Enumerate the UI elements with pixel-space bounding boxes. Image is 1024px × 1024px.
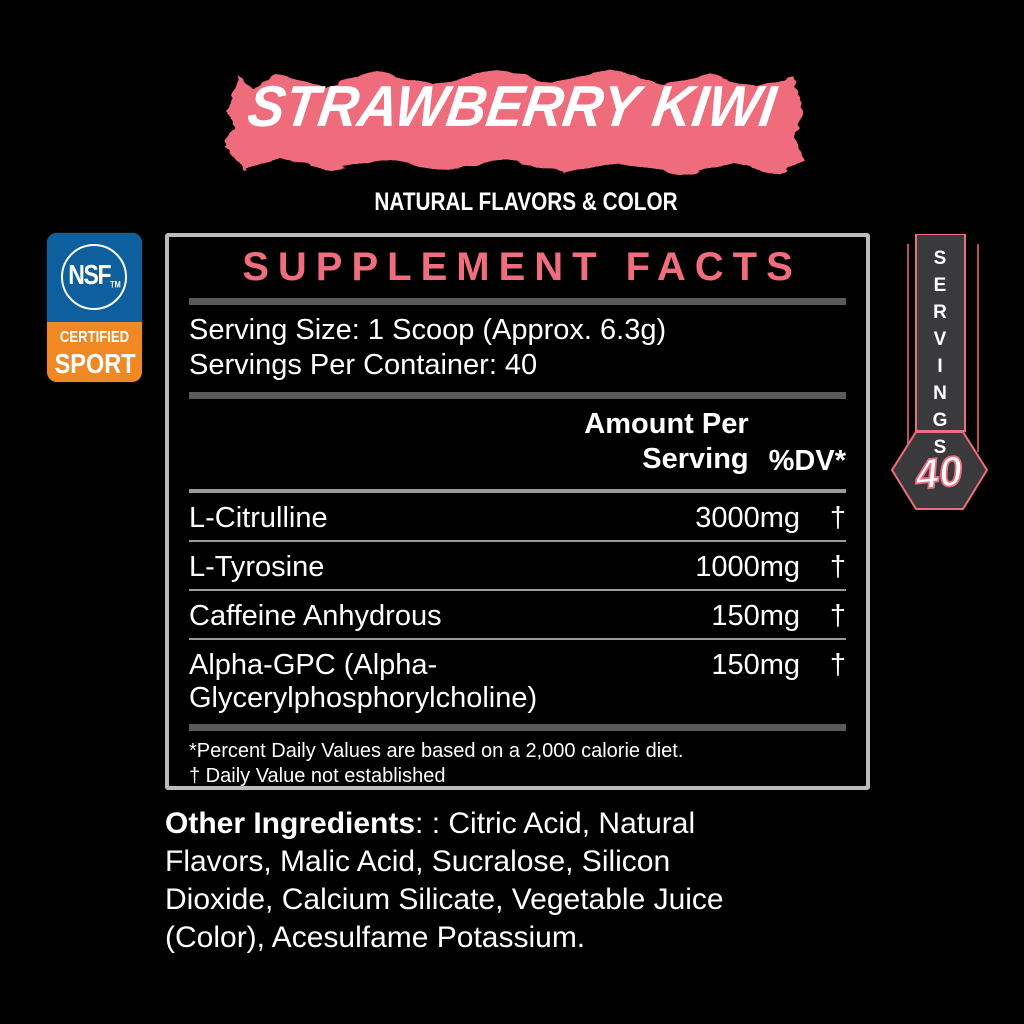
svg-text:E: E — [934, 275, 948, 296]
svg-text:I: I — [937, 356, 943, 377]
svg-text:R: R — [933, 302, 948, 323]
svg-text:N: N — [933, 383, 948, 404]
svg-text:V: V — [934, 329, 948, 350]
svg-text:G: G — [933, 410, 949, 431]
svg-text:40: 40 — [912, 447, 964, 499]
svg-text:S: S — [934, 248, 948, 269]
